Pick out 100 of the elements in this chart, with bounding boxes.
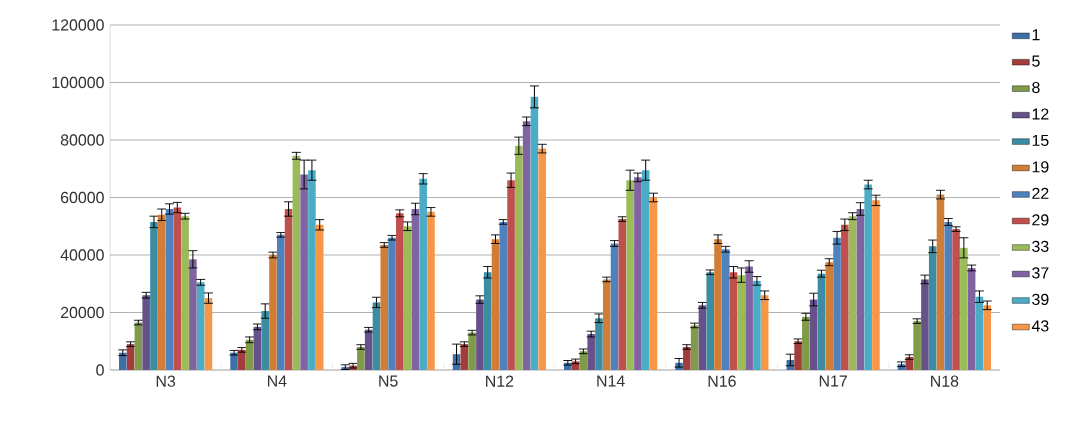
bar [872, 200, 880, 370]
x-tick-label: N16 [708, 375, 736, 387]
bar [595, 318, 603, 370]
bar [802, 316, 810, 370]
bar [119, 352, 127, 370]
bar [181, 216, 189, 370]
bar [975, 296, 984, 370]
x-tick-label: N12 [486, 375, 514, 387]
bar [745, 266, 753, 370]
bar [238, 349, 246, 370]
legend-label: 5 [1032, 55, 1040, 67]
bar [388, 237, 396, 370]
legend-label: 39 [1032, 293, 1049, 306]
bar [419, 178, 427, 370]
bar [357, 347, 365, 370]
y-tick-label: 80000 [60, 134, 104, 146]
bar [960, 247, 968, 370]
bar [683, 347, 691, 370]
legend-label: 33 [1032, 240, 1049, 253]
x-tick-label: N4 [268, 375, 287, 387]
y-tick-label: 100000 [52, 76, 104, 89]
bar [690, 325, 699, 370]
legend-label: 8 [1032, 81, 1040, 94]
bar [967, 267, 976, 370]
bar [649, 197, 658, 370]
bar [284, 209, 293, 370]
bar [476, 299, 484, 370]
bar [142, 295, 150, 370]
legend-label: 15 [1032, 134, 1049, 146]
bar [856, 209, 865, 370]
bar [253, 326, 262, 370]
bar [364, 329, 373, 370]
bar [380, 244, 389, 370]
bar [833, 237, 841, 370]
bar [913, 321, 921, 370]
bar [848, 216, 857, 370]
bar [196, 282, 205, 370]
legend-label: 19 [1032, 161, 1049, 173]
bar [626, 180, 634, 370]
bar [515, 145, 523, 370]
bar [841, 224, 849, 370]
bar [698, 305, 707, 370]
legend-label: 37 [1032, 267, 1049, 279]
bar [952, 229, 960, 370]
bar [165, 209, 174, 370]
bar [936, 194, 945, 370]
bar [538, 148, 546, 370]
bar [729, 272, 738, 370]
bar [722, 249, 730, 370]
bar [825, 262, 834, 370]
bar [507, 180, 515, 370]
bar [491, 239, 500, 370]
legend-label: 12 [1032, 108, 1049, 120]
bar [245, 339, 254, 370]
bar [403, 226, 412, 370]
x-tick-label: N14 [597, 375, 625, 387]
bar [522, 121, 531, 370]
bar [618, 219, 627, 370]
y-tick-label: 40000 [60, 249, 104, 261]
bar [411, 209, 420, 370]
bar [300, 174, 308, 370]
x-tick-label: N17 [819, 375, 847, 387]
bar [530, 96, 539, 370]
y-tick-label: 0 [96, 364, 104, 376]
bar [315, 224, 324, 370]
legend-label: 1 [1032, 29, 1040, 41]
bar [587, 334, 595, 370]
bar [602, 279, 611, 370]
bar [292, 155, 301, 370]
bar [173, 207, 182, 370]
bar [269, 255, 277, 370]
bar [134, 322, 143, 370]
bar [864, 184, 872, 370]
bar [714, 239, 722, 370]
bar [634, 177, 642, 370]
bar [468, 332, 476, 370]
bar [150, 221, 158, 370]
bar [157, 214, 166, 370]
legend-label: 22 [1032, 187, 1049, 199]
y-tick-label: 60000 [60, 191, 104, 204]
bar [944, 221, 953, 370]
bar [921, 279, 929, 370]
bar [809, 299, 818, 370]
bar [499, 221, 508, 370]
bar [261, 311, 269, 370]
bar [483, 272, 492, 370]
legend-label: 29 [1032, 214, 1049, 226]
legend-label: 43 [1031, 320, 1049, 332]
bar [817, 273, 826, 370]
bar [737, 275, 746, 370]
bar [308, 170, 316, 370]
bar [641, 170, 650, 370]
bar [204, 298, 213, 370]
y-tick-label: 20000 [60, 306, 104, 319]
bar [928, 246, 937, 370]
bar [189, 259, 197, 370]
bar [753, 280, 761, 370]
bar [610, 243, 619, 370]
x-tick-label: N5 [379, 375, 398, 387]
bar [794, 341, 802, 370]
